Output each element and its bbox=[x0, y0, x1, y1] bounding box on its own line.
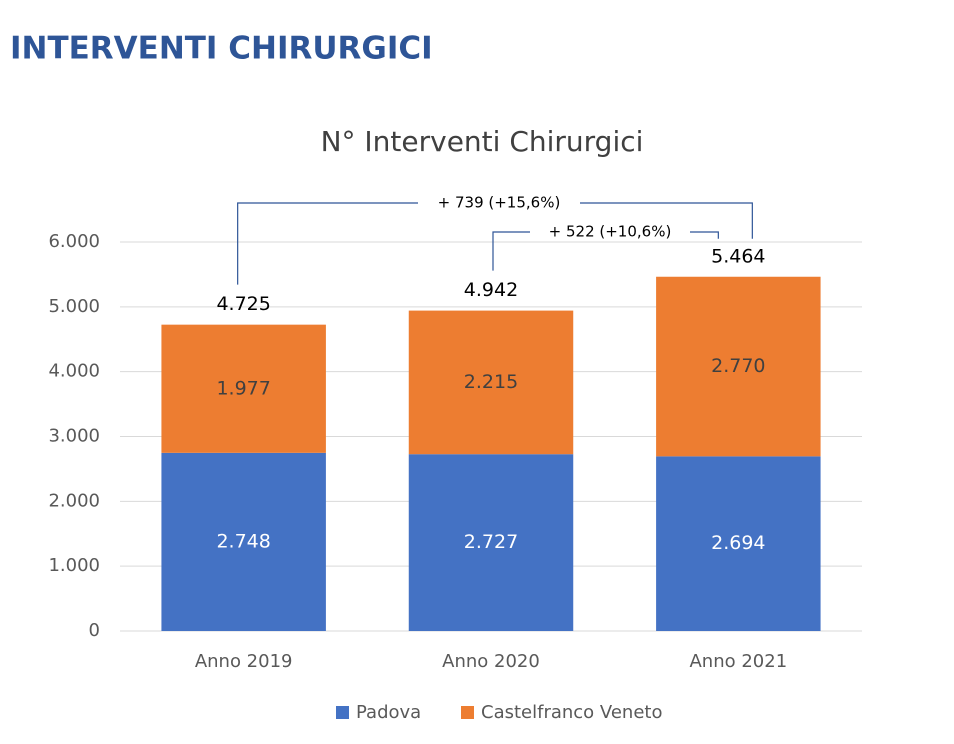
x-tick-label: Anno 2020 bbox=[442, 651, 540, 672]
legend-label: Castelfranco Veneto bbox=[481, 702, 662, 723]
annotation-bracket bbox=[690, 231, 719, 239]
data-label: 1.977 bbox=[216, 377, 270, 399]
total-label: 4.725 bbox=[216, 293, 270, 315]
page-title: INTERVENTI CHIRURGICI bbox=[10, 31, 433, 67]
legend-swatch bbox=[336, 706, 349, 719]
annotation-bracket bbox=[492, 231, 530, 271]
y-tick-label: 6.000 bbox=[48, 231, 100, 252]
y-tick-label: 5.000 bbox=[48, 296, 100, 317]
bar-segment bbox=[656, 276, 821, 457]
total-label: 5.464 bbox=[711, 245, 765, 267]
bar-segment bbox=[161, 324, 326, 453]
annotation-bracket bbox=[580, 202, 753, 239]
x-tick-label: Anno 2019 bbox=[195, 651, 293, 672]
y-tick-label: 3.000 bbox=[48, 426, 100, 447]
data-label: 2.770 bbox=[711, 355, 765, 377]
data-label: 2.748 bbox=[216, 530, 270, 552]
chart-title: N° Interventi Chirurgici bbox=[321, 125, 644, 158]
annotation: + 739 (+15,6%) bbox=[438, 194, 561, 212]
legend-swatch bbox=[461, 706, 474, 719]
bar-segment bbox=[161, 452, 326, 631]
data-label: 2.215 bbox=[464, 371, 518, 393]
data-label: 2.694 bbox=[711, 532, 765, 554]
x-tick-label: Anno 2021 bbox=[689, 651, 787, 672]
data-label: 2.727 bbox=[464, 531, 518, 553]
legend-label: Padova bbox=[356, 702, 421, 723]
bar-segment bbox=[656, 456, 821, 631]
total-label: 4.942 bbox=[464, 279, 518, 301]
y-tick-label: 2.000 bbox=[48, 490, 100, 511]
annotation-bracket bbox=[237, 202, 418, 285]
y-tick-label: 4.000 bbox=[48, 361, 100, 382]
y-tick-label: 0 bbox=[89, 620, 100, 641]
y-tick-label: 1.000 bbox=[48, 555, 100, 576]
bar-segment bbox=[408, 310, 574, 455]
bar-segment bbox=[408, 454, 574, 631]
annotation: + 522 (+10,6%) bbox=[549, 223, 672, 241]
